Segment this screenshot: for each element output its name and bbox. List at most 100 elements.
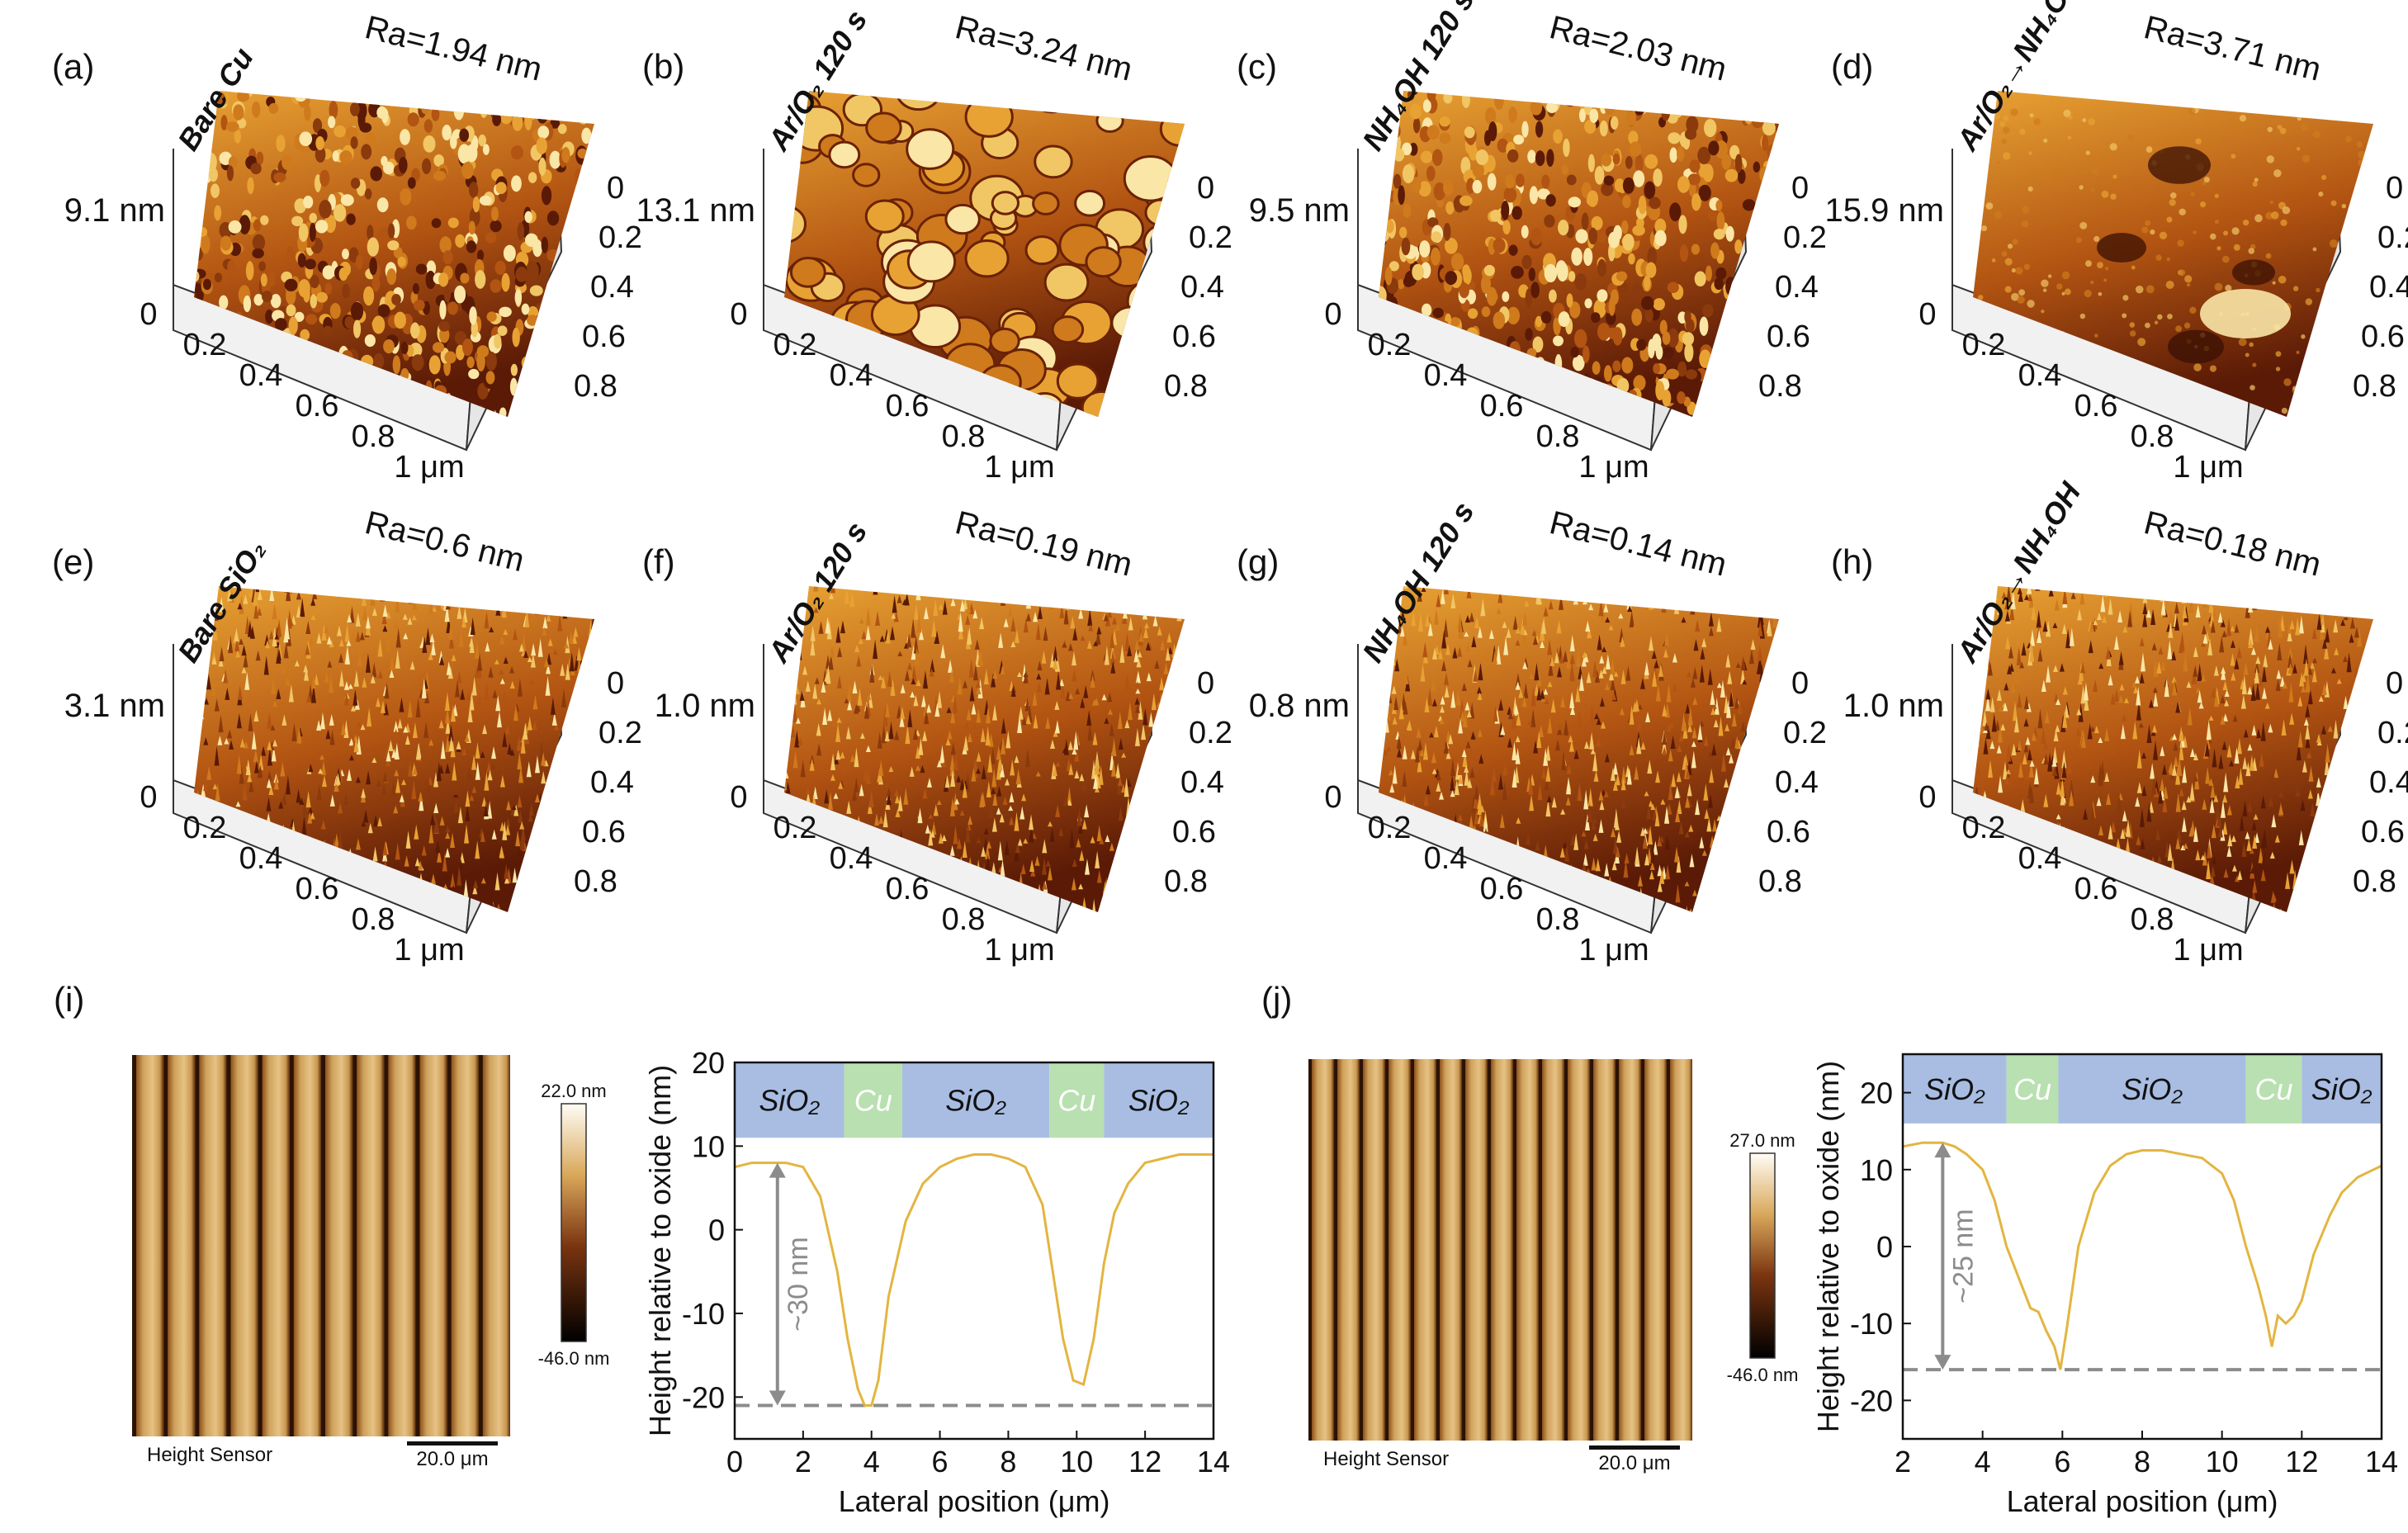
x-tick-label: 0.6 xyxy=(1480,872,1524,906)
ra-value: Ra=2.03 nm xyxy=(1546,9,1730,88)
afm-surface xyxy=(1973,586,2373,912)
afm-panel: (g) NH₄OH 120 s Ra=0.14 nm0.8 nm00.20.40.6… xyxy=(1237,496,1827,968)
y-tick-label: 0.8 xyxy=(1758,864,1802,899)
scale-bar-label: 20.0 μm xyxy=(416,1448,488,1470)
afm-panel: (h) Ar/O₂→NH₄OH Ra=0.18 nm1.0 nm00.20.40.6… xyxy=(1831,476,2408,968)
y-tick-label: 0.4 xyxy=(2369,765,2408,800)
height-map-image xyxy=(132,1055,510,1436)
x-axis-label: Lateral position (μm) xyxy=(2007,1484,2278,1518)
x-tick-label: 0.8 xyxy=(2131,419,2174,454)
height-map-image xyxy=(1308,1059,1692,1441)
y-tick-label: 0.2 xyxy=(1783,716,1827,750)
band-label: Cu xyxy=(1057,1084,1095,1118)
x-tick-label: 0.2 xyxy=(183,328,227,362)
y-tick-label: 0 xyxy=(708,1214,725,1247)
plot-frame xyxy=(733,1061,1215,1441)
profile-chart: SiO₂ Cu SiO₂ Cu SiO₂ ~25 nm 2 4 6 8 10 12 14 20 10 0 -10… xyxy=(1811,1053,2398,1518)
band-label: SiO₂ xyxy=(1924,1072,1985,1106)
band-label: SiO₂ xyxy=(1128,1084,1190,1118)
afm-surface xyxy=(1379,586,1779,912)
panel-label: (e) xyxy=(52,542,94,581)
y-tick-label: 0.2 xyxy=(1189,220,1232,255)
y-tick-label: 0.4 xyxy=(590,270,634,305)
x-tick-label: 0 xyxy=(1324,780,1341,815)
x-tick-label: 0.8 xyxy=(352,902,395,937)
x-tick-label: 10 xyxy=(1060,1445,1093,1479)
y-tick-label: 0.6 xyxy=(582,319,626,354)
ra-value: Ra=3.24 nm xyxy=(952,9,1136,88)
x-tick-label: 0.2 xyxy=(773,811,817,845)
y-tick-label: 0 xyxy=(1791,171,1809,206)
map-caption: Height Sensor xyxy=(1323,1448,1449,1470)
x-tick-label: 0.6 xyxy=(2074,872,2118,906)
height-profile-line xyxy=(1902,1141,2382,1370)
x-tick-label: 0 xyxy=(1918,297,1936,332)
x-tick-label: 0.6 xyxy=(2074,389,2118,423)
y-tick-label: 0 xyxy=(2386,666,2403,701)
depth-label: ~30 nm xyxy=(783,1237,814,1331)
x-tick-label: 0.8 xyxy=(352,419,395,454)
scale-bar xyxy=(1589,1445,1680,1450)
panel-label: (h) xyxy=(1831,542,1873,581)
afm-panel: (f) Ar/O₂ 120 s Ra=0.19 nm1.0 nm00.20.40.6… xyxy=(642,504,1232,968)
material-band xyxy=(735,1062,844,1138)
y-tick-label: -10 xyxy=(1850,1307,1893,1341)
x-tick-label: 0.2 xyxy=(773,328,817,362)
y-tick-label: 0.8 xyxy=(574,369,617,404)
y-tick-label: 0.6 xyxy=(1767,319,1810,354)
material-band xyxy=(2006,1054,2059,1124)
profile-chart: SiO₂ Cu SiO₂ Cu SiO₂ ~30 nm 0 2 4 6 8 10 12 14 20 10 0 -1… xyxy=(643,1046,1230,1518)
y-tick-label: 0 xyxy=(2386,171,2403,206)
x-tick-label: 1 μm xyxy=(1578,933,1649,968)
y-tick-label: 0.6 xyxy=(582,815,626,849)
band-label: SiO₂ xyxy=(945,1084,1006,1118)
material-band xyxy=(2302,1054,2382,1124)
colorbar-max: 27.0 nm xyxy=(1729,1130,1795,1151)
x-tick-label: 0 xyxy=(730,780,747,815)
ra-value: Ra=0.18 nm xyxy=(2141,504,2325,584)
height-map-panel: (i) Height Sensor 20.0 μm 22.0 nm -46.0 nm xyxy=(54,980,609,1470)
colorbar-max: 22.0 nm xyxy=(541,1081,607,1101)
x-tick-label: 1 μm xyxy=(394,450,464,485)
x-tick-label: 0.8 xyxy=(2131,902,2174,937)
x-tick-label: 0 xyxy=(730,297,747,332)
x-tick-label: 10 xyxy=(2206,1445,2239,1479)
y-tick-label: 0.6 xyxy=(2361,319,2405,354)
y-tick-label: 20 xyxy=(1860,1076,1893,1110)
map-caption: Height Sensor xyxy=(147,1444,272,1466)
x-axis-label: Lateral position (μm) xyxy=(839,1484,1110,1518)
x-tick-label: 0.8 xyxy=(942,902,986,937)
y-tick-label: 0.4 xyxy=(1775,765,1819,800)
x-tick-label: 12 xyxy=(2285,1445,2318,1479)
x-tick-label: 0.6 xyxy=(886,389,930,423)
y-tick-label: 0.8 xyxy=(2353,864,2396,899)
x-tick-label: 2 xyxy=(1895,1445,1911,1479)
x-tick-label: 0.2 xyxy=(1962,328,2006,362)
y-tick-label: 0.6 xyxy=(1172,319,1216,354)
x-tick-label: 12 xyxy=(1128,1445,1161,1479)
x-tick-label: 0.8 xyxy=(1536,902,1580,937)
y-tick-label: 0.8 xyxy=(574,864,617,899)
y-tick-label: 0.6 xyxy=(1767,815,1810,849)
x-tick-label: 0.6 xyxy=(296,872,339,906)
y-tick-label: 10 xyxy=(692,1129,725,1163)
y-tick-label: -20 xyxy=(682,1380,725,1414)
y-tick-label: 0.4 xyxy=(1180,270,1224,305)
x-tick-label: 4 xyxy=(863,1445,880,1479)
y-axis-label: Height relative to oxide (nm) xyxy=(643,1065,677,1436)
x-tick-label: 8 xyxy=(2134,1445,2150,1479)
ra-value: Ra=0.6 nm xyxy=(362,504,528,579)
afm-panel: (c) NH₄OH 120 s Ra=2.03 nm9.5 nm00.20.40.6… xyxy=(1237,0,1827,485)
afm-panel: (a) Bare Cu Ra=1.94 nm9.1 nm00.20.40.60.81… xyxy=(52,9,642,485)
x-tick-label: 4 xyxy=(1975,1445,1991,1479)
z-max-label: 0.8 nm xyxy=(1249,688,1350,724)
y-tick-label: 0.2 xyxy=(2377,220,2408,255)
ra-value: Ra=0.14 nm xyxy=(1546,504,1730,584)
scale-bar-label: 20.0 μm xyxy=(1598,1452,1670,1474)
material-band xyxy=(2245,1054,2302,1124)
depth-label: ~25 nm xyxy=(1947,1209,1979,1303)
panel-label: (c) xyxy=(1237,47,1277,86)
y-tick-label: 0 xyxy=(1876,1230,1893,1264)
